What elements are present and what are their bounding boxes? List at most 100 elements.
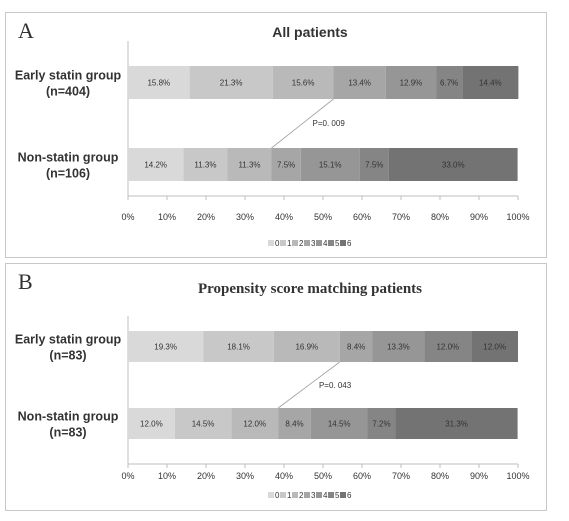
data-label: 31.3% bbox=[445, 420, 468, 429]
bar-segment bbox=[310, 408, 368, 439]
x-tick-label: 100% bbox=[506, 471, 529, 481]
panel-letter: A bbox=[18, 18, 34, 43]
x-tick-label: 50% bbox=[314, 212, 332, 222]
panel-letter: B bbox=[18, 269, 33, 294]
chart-all-patients: All patients 15.8% 21.3% 15.6% 13.4% 12.9% 6.7… bbox=[15, 24, 530, 248]
bar-segment bbox=[231, 408, 279, 439]
x-tick-label: 100% bbox=[506, 212, 529, 222]
x-tick-label: 60% bbox=[353, 471, 371, 481]
legend-label: 1 bbox=[287, 239, 292, 248]
panel-b: B Propensity score matching patients 19.3… bbox=[5, 263, 547, 511]
legend-label: 5 bbox=[335, 491, 340, 500]
data-label: 6.7% bbox=[440, 79, 458, 88]
category-count: (n=83) bbox=[49, 426, 86, 440]
bar-segment bbox=[367, 408, 396, 439]
x-tick-label: 30% bbox=[236, 471, 254, 481]
legend-label: 6 bbox=[347, 239, 352, 248]
legend-swatch bbox=[268, 240, 274, 246]
x-tick-label: 60% bbox=[353, 212, 371, 222]
data-label: 14.5% bbox=[328, 420, 351, 429]
legend-swatch bbox=[280, 492, 286, 498]
bar-segment bbox=[203, 331, 274, 362]
bar-segment bbox=[227, 148, 272, 181]
category-count: (n=404) bbox=[46, 85, 90, 99]
legend-label: 0 bbox=[275, 491, 280, 500]
chart-psm-patients: Propensity score matching patients 19.3% 1… bbox=[15, 281, 530, 500]
x-tick-label: 70% bbox=[392, 212, 410, 222]
p-value-connector bbox=[271, 98, 334, 149]
data-label: 11.3% bbox=[194, 161, 216, 170]
bar-segment bbox=[339, 331, 373, 362]
legend-swatch bbox=[328, 492, 334, 498]
data-label: 15.1% bbox=[319, 161, 342, 170]
legend-swatch bbox=[292, 240, 298, 246]
x-tick-label: 10% bbox=[158, 471, 176, 481]
data-label: 7.5% bbox=[365, 161, 383, 170]
x-tick-label: 80% bbox=[431, 212, 449, 222]
legend-label: 3 bbox=[311, 491, 316, 500]
x-tick-label: 90% bbox=[470, 212, 488, 222]
data-label: 15.8% bbox=[147, 79, 170, 88]
bar-segment bbox=[436, 66, 463, 99]
x-tick-label: 40% bbox=[275, 471, 293, 481]
category-label: Non-statin group bbox=[18, 410, 119, 424]
category-label: Early statin group bbox=[15, 69, 122, 83]
x-tick-label: 30% bbox=[236, 212, 254, 222]
bar-segment bbox=[424, 331, 472, 362]
data-label: 7.2% bbox=[372, 420, 390, 429]
p-value-label: P=0. 009 bbox=[313, 119, 346, 128]
data-label: 12.0% bbox=[243, 420, 266, 429]
bar-segment bbox=[300, 148, 360, 181]
category-count: (n=83) bbox=[49, 349, 86, 363]
legend-label: 1 bbox=[287, 491, 292, 500]
category-count: (n=106) bbox=[46, 167, 90, 181]
data-label: 13.3% bbox=[387, 343, 410, 352]
data-label: 8.4% bbox=[347, 343, 365, 352]
data-label: 11.3% bbox=[238, 161, 260, 170]
data-label: 12.0% bbox=[436, 343, 459, 352]
legend-swatch bbox=[280, 240, 286, 246]
data-label: 8.4% bbox=[285, 420, 303, 429]
x-tick-label: 10% bbox=[158, 212, 176, 222]
x-tick-label: 80% bbox=[431, 471, 449, 481]
legend-swatch bbox=[304, 240, 310, 246]
bar-segment bbox=[128, 408, 175, 439]
bar-segment bbox=[174, 408, 232, 439]
legend-swatch bbox=[340, 492, 346, 498]
p-value-connector bbox=[277, 361, 341, 409]
panel-a: A All patients 15.8% 21.3% 15.6% 13.4% 12.9% 6… bbox=[5, 12, 547, 258]
chart-title: All patients bbox=[272, 24, 348, 40]
legend-swatch bbox=[316, 240, 322, 246]
bar-segment bbox=[128, 148, 184, 181]
legend-label: 5 bbox=[335, 239, 340, 248]
x-tick-label: 40% bbox=[275, 212, 293, 222]
bar-segment bbox=[395, 408, 518, 439]
legend-label: 4 bbox=[323, 239, 328, 248]
bar-segment bbox=[128, 66, 190, 99]
legend-swatch bbox=[328, 240, 334, 246]
data-label: 12.0% bbox=[140, 420, 163, 429]
bar-segment bbox=[462, 66, 519, 99]
bar-segment bbox=[385, 66, 437, 99]
bar-segment bbox=[372, 331, 425, 362]
x-tick-label: 0% bbox=[121, 212, 134, 222]
chart-title: Propensity score matching patients bbox=[198, 281, 422, 297]
category-label: Early statin group bbox=[15, 333, 122, 347]
x-tick-label: 90% bbox=[470, 471, 488, 481]
legend-swatch bbox=[340, 240, 346, 246]
bar-segment bbox=[333, 66, 386, 99]
legend-label: 3 bbox=[311, 239, 316, 248]
legend-label: 4 bbox=[323, 491, 328, 500]
data-label: 15.6% bbox=[292, 79, 315, 88]
bar-segment bbox=[271, 148, 301, 181]
p-value-label: P=0. 043 bbox=[319, 381, 352, 390]
data-label: 13.4% bbox=[348, 79, 371, 88]
data-label: 18.1% bbox=[227, 343, 250, 352]
legend-swatch bbox=[268, 492, 274, 498]
bar-segment bbox=[278, 408, 311, 439]
legend-label: 2 bbox=[299, 491, 304, 500]
data-label: 12.0% bbox=[483, 343, 506, 352]
legend-label: 0 bbox=[275, 239, 280, 248]
bar-segment bbox=[272, 66, 334, 99]
data-label: 21.3% bbox=[220, 79, 243, 88]
